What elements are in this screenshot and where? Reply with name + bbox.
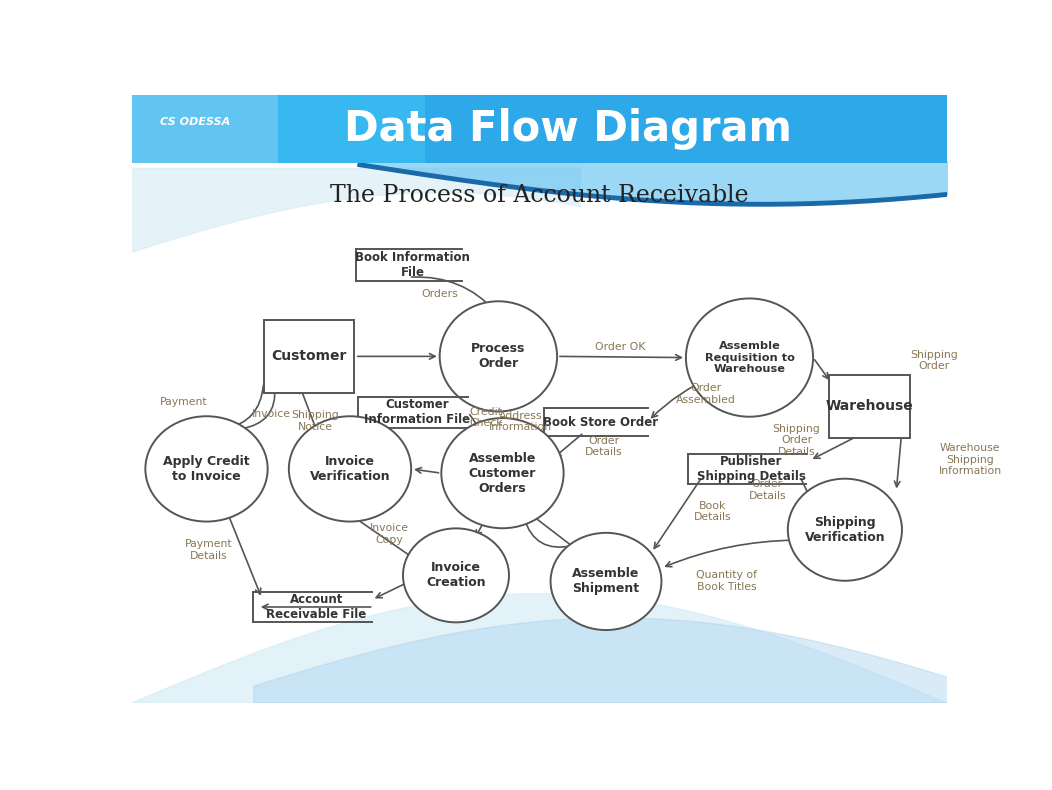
FancyBboxPatch shape xyxy=(132,95,295,163)
Text: CS ODESSA: CS ODESSA xyxy=(160,117,230,126)
Text: Customer
Information File: Customer Information File xyxy=(364,398,470,427)
Ellipse shape xyxy=(403,529,509,623)
Ellipse shape xyxy=(145,416,267,521)
Text: Shipping
Verification: Shipping Verification xyxy=(805,516,885,544)
Text: Shipping
Order: Shipping Order xyxy=(910,350,958,371)
Text: Credit
Check: Credit Check xyxy=(469,407,503,428)
Text: Process
Order: Process Order xyxy=(471,342,526,371)
Text: Invoice: Invoice xyxy=(251,409,290,419)
Text: Payment: Payment xyxy=(160,397,207,407)
Text: Invoice
Copy: Invoice Copy xyxy=(369,523,408,545)
Text: Payment
Details: Payment Details xyxy=(184,539,232,561)
FancyBboxPatch shape xyxy=(278,95,425,163)
Text: The Process of Account Receivable: The Process of Account Receivable xyxy=(330,183,748,207)
FancyBboxPatch shape xyxy=(132,95,947,163)
Text: Shipping
Notice: Shipping Notice xyxy=(291,410,340,431)
Ellipse shape xyxy=(788,479,902,581)
Text: Apply Credit
to Invoice: Apply Credit to Invoice xyxy=(163,455,249,483)
Text: Address
Information: Address Information xyxy=(488,411,551,432)
Text: Book
Details: Book Details xyxy=(694,501,732,522)
Text: Invoice
Verification: Invoice Verification xyxy=(309,455,390,483)
Text: Publisher
Shipping Details: Publisher Shipping Details xyxy=(696,455,806,483)
Text: Order
Details: Order Details xyxy=(585,435,623,457)
Text: Assemble
Customer
Orders: Assemble Customer Orders xyxy=(469,452,537,495)
Text: Customer: Customer xyxy=(271,349,347,363)
Ellipse shape xyxy=(440,301,558,412)
Ellipse shape xyxy=(550,532,662,630)
Text: Order
Assembled: Order Assembled xyxy=(676,383,736,405)
Text: Assemble
Shipment: Assemble Shipment xyxy=(572,567,640,596)
Text: Invoice
Creation: Invoice Creation xyxy=(426,562,486,589)
Ellipse shape xyxy=(289,416,411,521)
Polygon shape xyxy=(132,593,947,703)
Polygon shape xyxy=(254,618,988,703)
FancyBboxPatch shape xyxy=(829,374,910,438)
Text: Book Information
File: Book Information File xyxy=(356,251,470,279)
Ellipse shape xyxy=(686,299,813,416)
FancyBboxPatch shape xyxy=(264,320,355,393)
Text: Assemble
Requisition to
Warehouse: Assemble Requisition to Warehouse xyxy=(705,341,794,374)
Text: Warehouse
Shipping
Information: Warehouse Shipping Information xyxy=(938,443,1002,476)
Text: Quantity of
Book Titles: Quantity of Book Titles xyxy=(696,570,757,592)
Text: Order OK: Order OK xyxy=(595,341,646,352)
Ellipse shape xyxy=(442,418,564,529)
Text: Orders: Orders xyxy=(421,289,458,299)
Text: Account
Receivable File: Account Receivable File xyxy=(266,593,367,621)
Text: Order
Details: Order Details xyxy=(749,480,786,501)
Text: Book Store Order: Book Store Order xyxy=(543,416,658,428)
Text: Warehouse: Warehouse xyxy=(826,399,913,413)
Text: Data Flow Diagram: Data Flow Diagram xyxy=(344,108,791,150)
Text: Shipping
Order
Details: Shipping Order Details xyxy=(772,423,821,457)
